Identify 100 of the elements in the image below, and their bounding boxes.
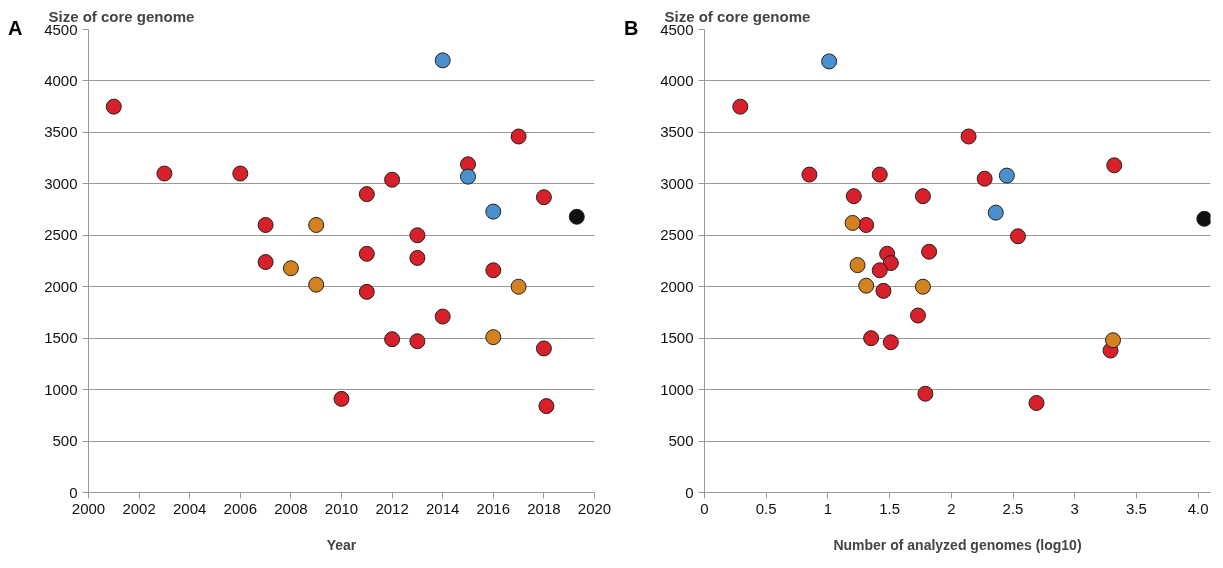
point [1196,210,1211,227]
point [1105,332,1121,349]
point [976,170,993,187]
point [871,166,888,183]
point [232,165,249,182]
y-tick-label: 2500 [660,226,694,244]
x-tick-label: 2 [947,499,956,517]
point [917,385,934,402]
y-tick-label: 4000 [44,71,78,89]
x-tick-label: 2.5 [1002,499,1024,517]
x-tick-label: 0.5 [755,499,777,517]
point [921,243,938,260]
y-tick-label: 2000 [44,277,78,295]
point [845,188,862,205]
point [257,217,274,233]
x-tick-label: 1.5 [879,499,901,517]
x-tick-label: 2010 [324,499,359,517]
x-tick-label: 2014 [426,499,460,517]
y-tick-label: 1500 [44,329,78,347]
point [510,128,527,145]
point [844,214,861,231]
y-tick-label: 3500 [660,123,694,141]
y-tick-label: 1000 [660,380,694,398]
point [882,334,899,351]
point [434,308,451,325]
point [105,98,122,115]
chart-title: B [624,16,639,41]
y-axis-title: Size of core genome [48,7,195,25]
x-axis-title: Number of analyzed genomes (log10) [833,536,1082,553]
point [538,398,555,415]
y-tick-label: 500 [52,432,78,450]
point [485,262,502,279]
y-tick-label: 0 [685,483,694,501]
point [821,53,838,70]
point [333,390,350,407]
x-tick-label: 2020 [577,499,612,517]
point [871,262,888,279]
y-tick-label: 4000 [660,71,694,89]
y-tick-label: 3500 [44,123,78,141]
y-tick-label: 3000 [660,174,694,192]
x-tick-label: 1 [823,499,833,517]
point [460,168,476,185]
point [409,227,426,244]
x-tick-label: 2000 [71,499,106,517]
point [987,204,1004,221]
point [732,98,749,115]
y-tick-label: 1500 [660,329,694,347]
point [910,307,927,324]
y-tick-label: 2500 [44,226,78,244]
x-tick-label: 2006 [223,499,257,517]
point [875,282,892,299]
point [568,208,585,225]
point [156,165,173,182]
point [535,189,552,206]
point [858,217,875,233]
point [998,167,1015,184]
point [863,330,880,347]
point [358,245,375,262]
point [801,166,818,183]
point [409,333,426,350]
point [1009,228,1026,245]
y-tick-label: 0 [69,483,78,501]
x-axis-title: Year [326,536,357,553]
x-tick-label: 3.5 [1126,499,1147,517]
x-tick-label: 2008 [274,499,308,517]
point [485,329,502,346]
point [434,52,451,69]
point [409,249,426,266]
x-tick-label: 2002 [122,499,156,517]
point [485,203,502,220]
x-tick-label: 3 [1070,499,1079,517]
point [914,278,931,295]
point [308,276,325,293]
x-tick-label: 4.0 [1187,499,1209,517]
point [960,128,977,145]
y-tick-label: 3000 [44,174,78,192]
point [858,277,875,294]
chart-title: A [8,16,23,41]
y-tick-label: 1000 [44,380,78,398]
point [914,188,931,205]
point [384,171,401,188]
point [358,283,375,300]
x-tick-label: 2016 [476,499,510,517]
x-tick-label: 2012 [375,499,409,517]
point [1106,157,1123,174]
y-tick-label: 500 [668,432,694,450]
x-tick-label: 2018 [527,499,561,517]
point [510,278,527,295]
point [384,331,401,348]
x-tick-label: 2004 [173,499,207,517]
point [535,340,552,357]
x-tick-label: 0 [700,499,709,517]
y-axis-title: Size of core genome [664,7,811,25]
point [282,260,299,277]
y-tick-label: 2000 [660,277,694,295]
point [849,257,866,274]
point [308,217,325,233]
point [257,254,274,271]
point [1028,395,1045,411]
point [358,186,375,203]
